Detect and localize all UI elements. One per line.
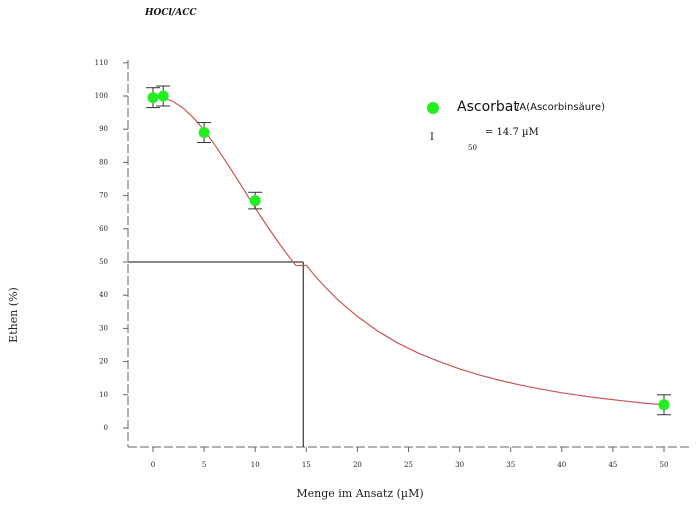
legend: Ascorbat /A(Ascorbinsäure): [427, 99, 605, 115]
i50-annotation: I 50 = 14.7 µM: [430, 127, 539, 152]
x-axis-label: Menge im Ansatz (µM): [296, 487, 423, 500]
i50-subscript: 50: [468, 144, 477, 152]
x-tick-label: 40: [557, 461, 566, 469]
i50-label: I: [430, 132, 434, 143]
data-points-layer: [146, 85, 671, 416]
x-tick-label: 0: [151, 461, 155, 469]
legend-label-main: Ascorbat: [457, 99, 519, 115]
y-axis-label: Ethen (%): [7, 287, 20, 343]
y-tick-label: 110: [95, 59, 108, 67]
i50-value: = 14.7 µM: [485, 127, 539, 138]
data-point: [198, 127, 210, 139]
data-point: [147, 92, 159, 104]
fit-curve: [152, 95, 665, 406]
data-point: [658, 399, 670, 411]
legend-label-sub: /A(Ascorbinsäure): [516, 102, 605, 113]
chart-title: HOCl/ACC: [144, 8, 197, 18]
y-tick-label: 30: [99, 324, 108, 332]
y-tick-label: 20: [99, 358, 108, 366]
y-tick-label: 90: [99, 125, 108, 133]
y-tick-label: 0: [104, 424, 108, 432]
data-point: [249, 195, 261, 207]
i50-reference-lines: [128, 261, 304, 447]
legend-marker: [427, 102, 439, 114]
x-tick-label: 35: [506, 461, 515, 469]
y-tick-label: 10: [99, 391, 108, 399]
x-tick-label: 20: [353, 461, 362, 469]
x-tick-label: 10: [251, 461, 260, 469]
y-tick-label: 80: [99, 158, 108, 166]
x-tick-label: 30: [455, 461, 464, 469]
fit-curve-layer: [152, 95, 665, 406]
y-tick-label: 50: [99, 258, 108, 266]
x-tick-label: 25: [404, 461, 413, 469]
y-tick-label: 40: [99, 291, 108, 299]
x-tick-label: 15: [302, 461, 311, 469]
x-tick-label: 5: [202, 461, 206, 469]
data-point: [157, 90, 169, 102]
y-tick-label: 100: [95, 92, 108, 100]
y-tick-label: 70: [99, 192, 108, 200]
x-tick-label: 50: [660, 461, 669, 469]
x-tick-label: 45: [608, 461, 617, 469]
y-tick-label: 60: [99, 225, 108, 233]
axes: 0 10 20 30 40 50 60 70 80 90 100 110 0 5 10 15 20 25 30 35 4…: [95, 59, 690, 469]
